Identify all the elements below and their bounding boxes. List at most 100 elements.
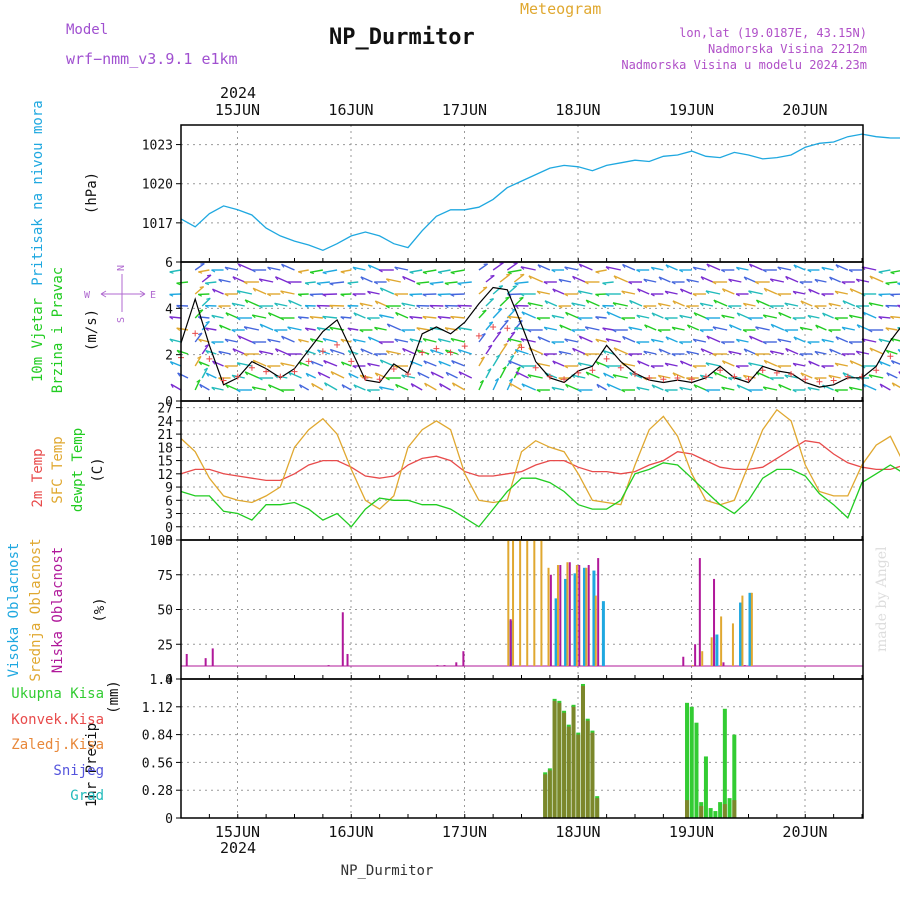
precip-bars <box>543 683 737 818</box>
wind-arrowhead <box>551 314 556 319</box>
wind-arrow <box>665 336 678 343</box>
legend-freezing-rain: Zaledj.Kisa <box>11 737 104 753</box>
wind-speed-marker <box>490 323 497 330</box>
wind-arrow <box>558 350 572 355</box>
wind-arrowhead <box>402 276 406 281</box>
cloud-low-bar <box>694 644 697 666</box>
wind-arrow <box>430 349 444 355</box>
y-tick-label: 6 <box>165 494 173 509</box>
cloud-mid-bar <box>547 567 550 666</box>
wind-arrowhead <box>527 329 532 333</box>
wind-arrow <box>651 338 664 343</box>
wind-arrow <box>194 332 203 343</box>
wind-arrowhead <box>743 348 748 353</box>
wind-speed-line <box>180 286 900 388</box>
wind-arrowhead <box>176 350 181 354</box>
wind-arrow <box>756 299 770 307</box>
wind-compass: N S W E <box>84 265 156 323</box>
cloud-low-bar <box>462 651 465 666</box>
wind-arrowhead <box>232 348 236 353</box>
wind-arrowhead <box>329 349 334 353</box>
cloud-low-bar <box>587 565 590 666</box>
wind-arrow <box>778 311 792 319</box>
total-rain-bar <box>718 802 723 818</box>
top-date-label: 19JUN <box>669 101 714 119</box>
y-tick-label: 1.12 <box>142 701 173 716</box>
wind-speed-marker <box>220 377 227 384</box>
wind-arrowhead <box>309 293 314 297</box>
wind-arrow <box>834 290 848 295</box>
wind-arrowhead <box>621 290 626 295</box>
wind-arrow <box>835 336 849 343</box>
wind-arrow <box>386 278 401 283</box>
wind-arrow <box>280 362 295 367</box>
wind-arrowhead <box>841 281 846 285</box>
wind-arrowhead <box>769 278 774 283</box>
wind-arrowhead <box>814 351 819 355</box>
wind-arrowhead <box>721 269 726 273</box>
wind-arrow <box>629 371 643 379</box>
wind-arrow <box>458 348 472 355</box>
wind-arrowhead <box>437 316 442 320</box>
wind-arrow <box>478 309 487 319</box>
wind-arrow <box>348 372 359 379</box>
wind-arrow <box>585 371 600 379</box>
wind-arrowhead <box>679 269 684 273</box>
wind-arrowhead <box>385 305 390 309</box>
wind-arrowhead <box>258 377 263 381</box>
wind-arrow <box>423 360 437 367</box>
wind-arrow <box>225 312 239 319</box>
wind-arrow <box>552 360 565 367</box>
wind-arrow <box>288 371 302 379</box>
wind-arrowhead <box>488 321 493 324</box>
wind-arrowhead <box>869 347 873 352</box>
wind-arrowhead <box>309 316 314 320</box>
wind-arrowhead <box>394 266 399 271</box>
wind-arrowhead <box>778 312 782 317</box>
wind-speed-marker <box>674 374 681 381</box>
wind-arrowhead <box>743 276 748 281</box>
wind-arrow <box>492 378 500 391</box>
wind-unit: (m/s) <box>84 309 100 351</box>
wind-arrow <box>324 382 338 391</box>
wind-arrowhead <box>784 302 789 307</box>
wind-arrowhead <box>297 338 302 343</box>
wind-arrowhead <box>536 290 541 295</box>
convective-rain-bar <box>590 732 595 818</box>
wind-arrowhead <box>621 317 626 321</box>
wind-arrow <box>572 275 586 283</box>
wind-arrow <box>457 326 472 331</box>
wind-arrowhead <box>849 360 854 365</box>
y-tick-label: 0 <box>165 395 173 410</box>
wind-arrowhead <box>785 348 789 353</box>
wind-arrowhead <box>643 305 648 309</box>
wind-arrowhead <box>742 374 747 379</box>
wind-arrow <box>450 269 465 274</box>
wind-arrow <box>347 327 359 331</box>
wind-arrowhead <box>366 389 372 393</box>
wind-arrow <box>605 266 621 271</box>
wind-arrow <box>280 290 295 295</box>
wind-arrowhead <box>679 386 684 391</box>
wind-arrowhead <box>353 312 357 317</box>
wind-arrowhead <box>514 327 519 331</box>
wind-arrow <box>450 315 465 319</box>
wind-arrow <box>430 371 444 379</box>
cloud-high-bar <box>601 601 605 666</box>
wind-arrow <box>492 308 503 319</box>
wind-arrowhead <box>430 349 434 354</box>
wind-arrowhead <box>664 290 669 295</box>
wind-arrowhead <box>274 374 279 379</box>
wind-arrowhead <box>236 317 241 321</box>
wind-arrow <box>736 338 749 343</box>
wind-arrowhead <box>692 266 697 271</box>
wind-arrow <box>451 360 466 367</box>
wind-arrow <box>712 326 728 331</box>
wind-arrow <box>828 374 841 379</box>
wind-arrowhead <box>379 287 384 292</box>
wind-arrow <box>602 349 614 355</box>
wind-arrowhead <box>402 348 406 353</box>
cloud-low-ylabel: Niska Oblacnost <box>50 547 66 673</box>
wind-arrowhead <box>378 341 383 345</box>
wind-arrow <box>506 262 518 271</box>
